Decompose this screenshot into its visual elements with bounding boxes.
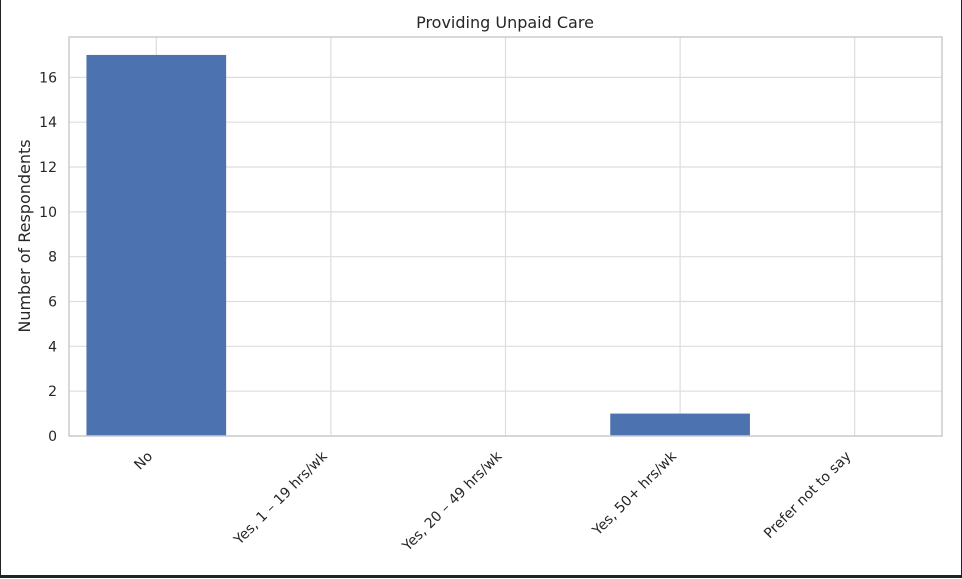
x-ticks: No Yes, 1 – 19 hrs/wk Yes, 20 – 49 hrs/wk Y… <box>131 448 854 555</box>
x-tick-label: Prefer not to say <box>761 449 854 542</box>
y-tick-label: 2 <box>48 384 57 400</box>
chart-title: Providing Unpaid Care <box>416 13 594 32</box>
y-tick-label: 16 <box>39 70 57 86</box>
y-tick-label: 14 <box>39 115 57 131</box>
y-tick-label: 0 <box>48 429 57 445</box>
y-tick-label: 8 <box>48 250 57 266</box>
bars <box>86 54 750 436</box>
x-tick-label: Yes, 20 – 49 hrs/wk <box>399 448 506 555</box>
plot-area-frame <box>68 36 943 437</box>
bar <box>86 54 227 436</box>
bar <box>610 413 750 436</box>
x-tick-label: Yes, 50+ hrs/wk <box>589 448 681 540</box>
y-tick-label: 6 <box>48 295 57 311</box>
x-tick-label: Yes, 1 – 19 hrs/wk <box>230 448 331 549</box>
x-tick-label: No <box>131 449 156 474</box>
y-ticks: 0 2 4 6 8 10 12 14 16 <box>39 70 57 445</box>
y-tick-label: 12 <box>39 160 57 176</box>
y-tick-label: 4 <box>48 339 57 355</box>
y-tick-label: 10 <box>39 205 57 221</box>
y-axis-label: Number of Respondents <box>15 139 34 332</box>
